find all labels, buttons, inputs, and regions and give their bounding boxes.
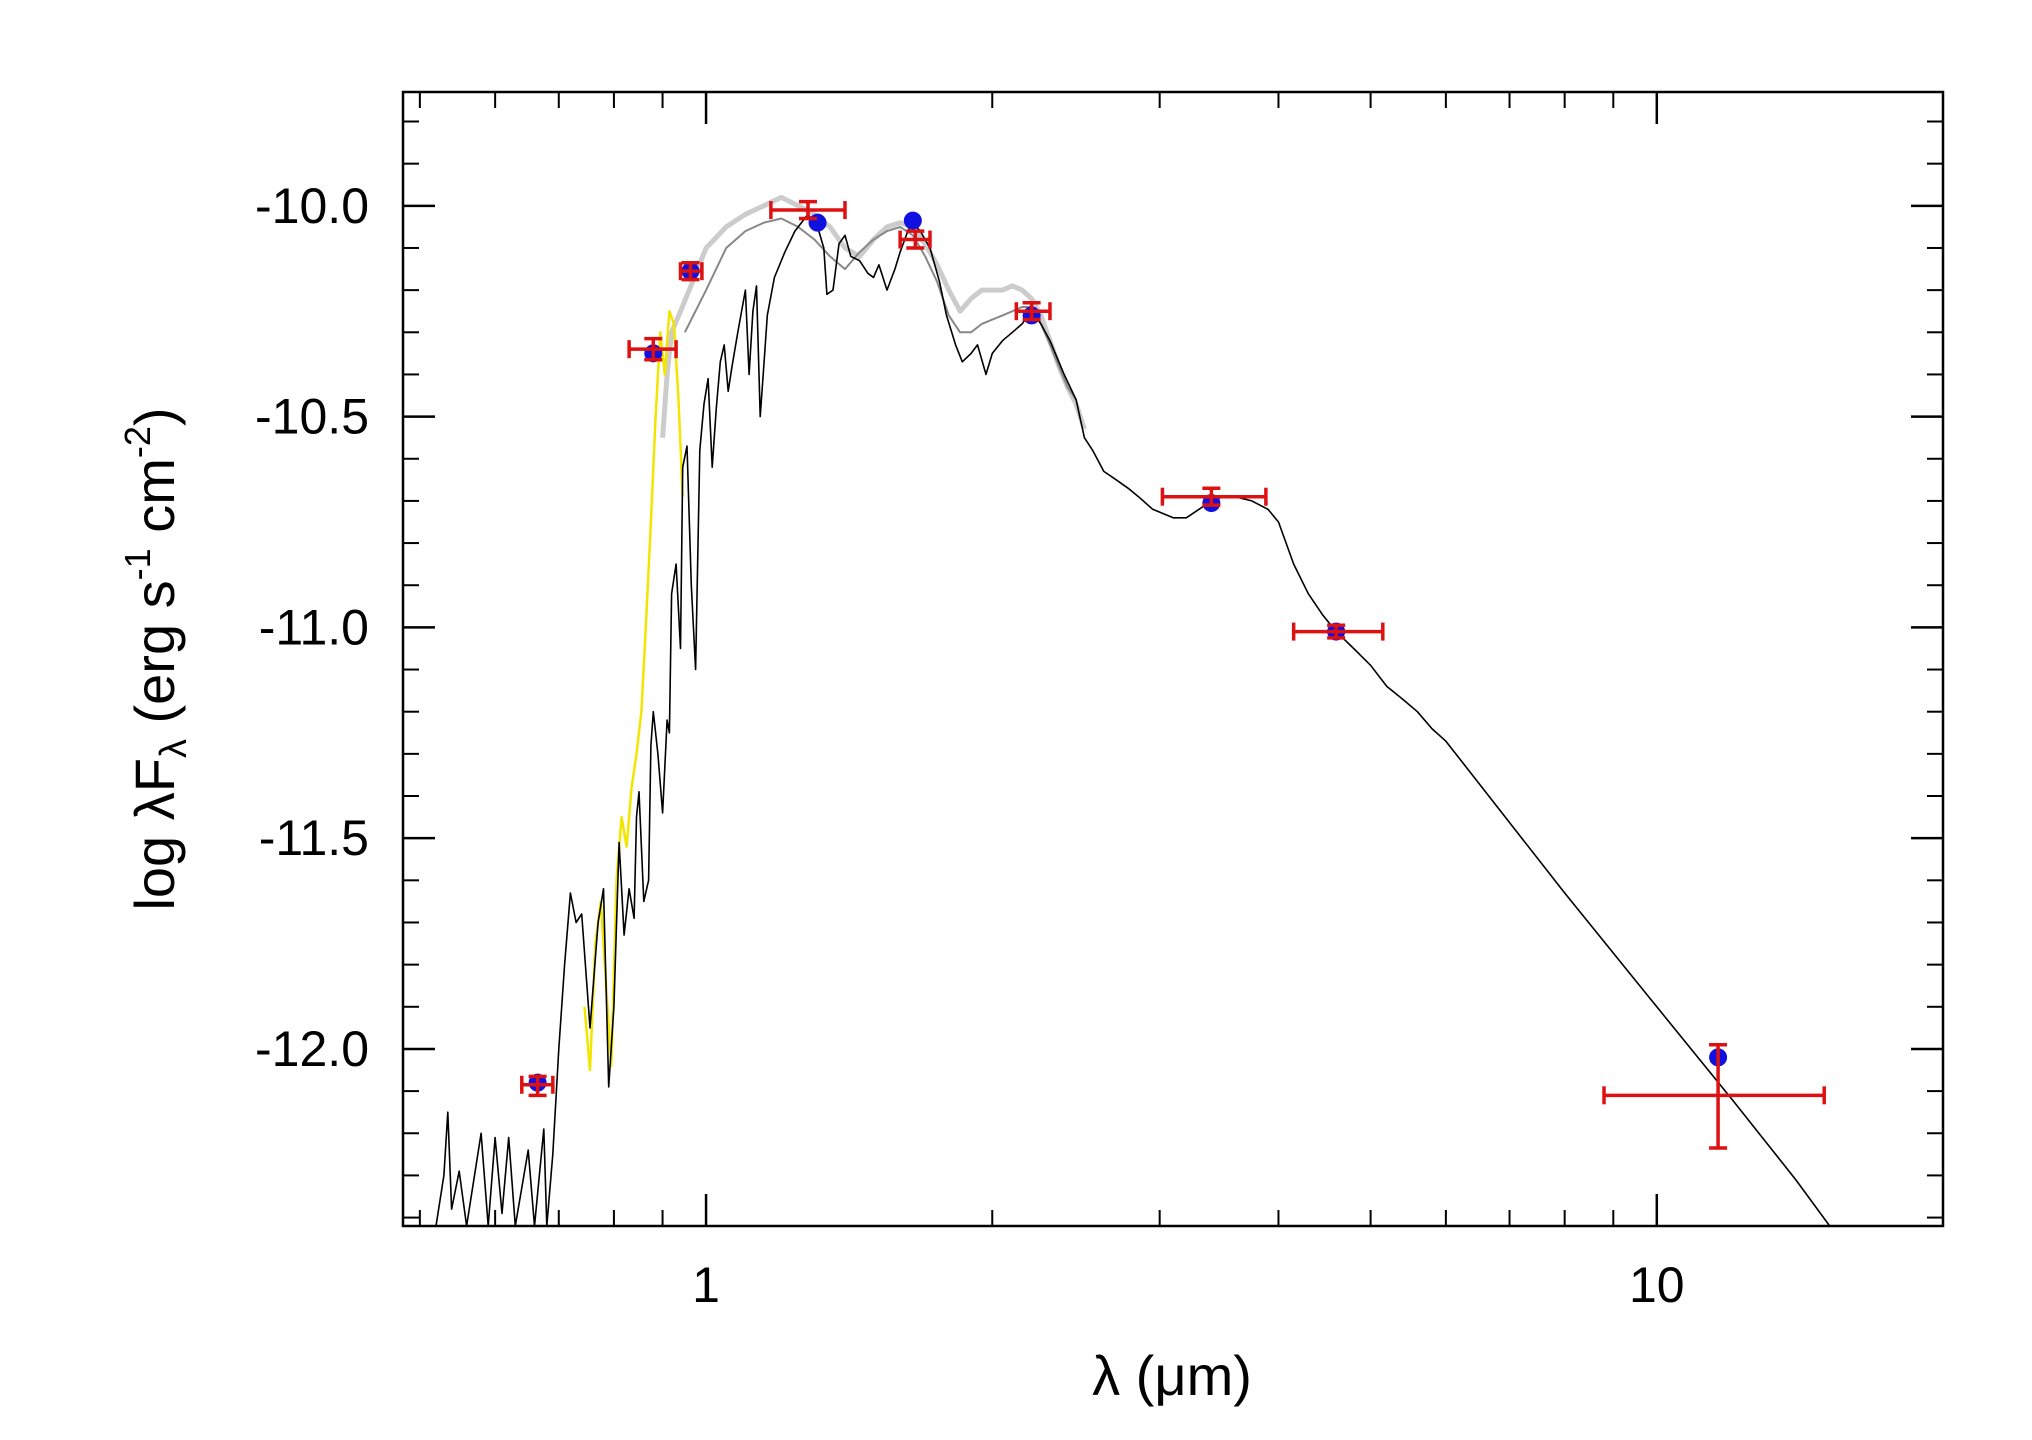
major-tick-marks bbox=[403, 92, 1943, 1226]
y-axis-label-prefix: log λF bbox=[123, 758, 186, 911]
observed-photometry-point bbox=[520, 1074, 555, 1098]
y-tick-label: -11.0 bbox=[259, 599, 369, 655]
optical-spectrum-line bbox=[583, 309, 684, 1072]
y-axis-label-unit-close: ) bbox=[123, 407, 186, 426]
observed-photometry-point bbox=[678, 260, 704, 282]
observed-photometry-point bbox=[898, 229, 932, 250]
minor-tick-marks bbox=[403, 92, 1944, 1226]
synthetic-photometry-point bbox=[808, 213, 827, 232]
observed-photometry-point bbox=[627, 336, 678, 362]
tick-labels: 1 10 -10.0 -10.5 -11.0 -11.5 -12.0 bbox=[255, 178, 1685, 1313]
x-tick-label: 1 bbox=[692, 1257, 720, 1313]
observed-photometry-point bbox=[1160, 486, 1268, 507]
y-tick-label: -10.0 bbox=[255, 178, 369, 234]
nir-spectrum-light-line bbox=[660, 194, 1087, 438]
plot-series bbox=[435, 194, 1831, 1226]
y-axis-label: log λFλ (erg s-1 cm-2) bbox=[117, 407, 195, 910]
observed-photometry-point bbox=[1602, 1042, 1826, 1150]
observed-photometry-point bbox=[1014, 301, 1052, 322]
synthetic-photometry-point bbox=[903, 211, 922, 230]
y-tick-label: -10.5 bbox=[255, 389, 369, 445]
y-axis-label-unit-mid: cm bbox=[123, 458, 186, 548]
y-axis-label-subscript: λ bbox=[153, 739, 195, 758]
y-tick-label: -12.0 bbox=[255, 1021, 369, 1077]
x-axis-label: λ (μm) bbox=[1092, 1344, 1252, 1407]
model-spectrum-line bbox=[435, 213, 1831, 1226]
plot-area bbox=[435, 194, 1831, 1226]
observed-photometry-point bbox=[769, 199, 847, 221]
x-tick-label: 10 bbox=[1629, 1257, 1685, 1313]
y-axis-label-exp1: -1 bbox=[117, 548, 158, 580]
y-tick-label: -11.5 bbox=[259, 810, 369, 866]
observed-photometry-point bbox=[1291, 622, 1385, 641]
plot-frame bbox=[401, 90, 1945, 1228]
y-axis-label-unit-open: (erg s bbox=[123, 580, 186, 739]
y-axis-label-exp2: -2 bbox=[117, 426, 158, 458]
